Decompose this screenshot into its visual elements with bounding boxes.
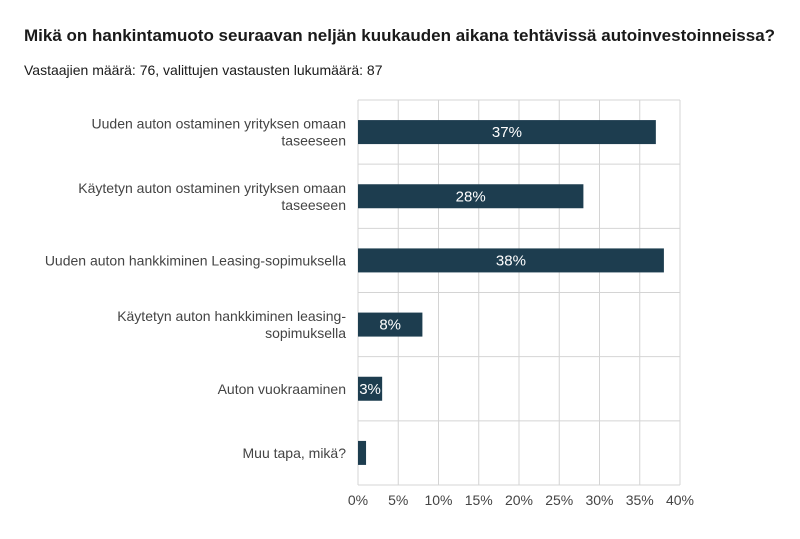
bar	[358, 184, 584, 209]
x-tick-label: 20%	[505, 492, 533, 508]
category-label: Muu tapa, mikä?	[243, 445, 347, 461]
data-label: 37%	[492, 124, 522, 141]
category-label: Käytetyn auton hankkiminen leasing-sopim…	[117, 308, 346, 341]
x-tick-label: 15%	[465, 492, 493, 508]
x-tick-label: 25%	[545, 492, 573, 508]
data-label: 38%	[496, 252, 526, 269]
chart-title: Mikä on hankintamuoto seuraavan neljän k…	[24, 26, 776, 45]
chart-subtitle: Vastaajien määrä: 76, valittujen vastaus…	[24, 62, 383, 78]
data-label: 3%	[359, 381, 381, 398]
category-label: Auton vuokraaminen	[218, 381, 346, 397]
x-tick-label: 0%	[348, 492, 368, 508]
x-tick-label: 5%	[388, 492, 408, 508]
x-tick-label: 10%	[424, 492, 452, 508]
bar	[358, 376, 383, 401]
category-label: Uuden auton hankkiminen Leasing-sopimuks…	[45, 252, 346, 268]
x-tick-label: 35%	[626, 492, 654, 508]
bar	[358, 440, 367, 465]
x-tick-label: 30%	[585, 492, 613, 508]
data-label: 28%	[456, 188, 486, 205]
bar	[358, 312, 423, 337]
data-label: 8%	[379, 317, 401, 334]
category-label: Uuden auton ostaminen yrityksen omaan tas…	[92, 116, 346, 149]
bar	[358, 248, 664, 273]
bar	[358, 120, 656, 145]
category-label: Käytetyn auton ostaminen yrityksen omaan…	[78, 180, 346, 213]
x-tick-label: 40%	[666, 492, 694, 508]
